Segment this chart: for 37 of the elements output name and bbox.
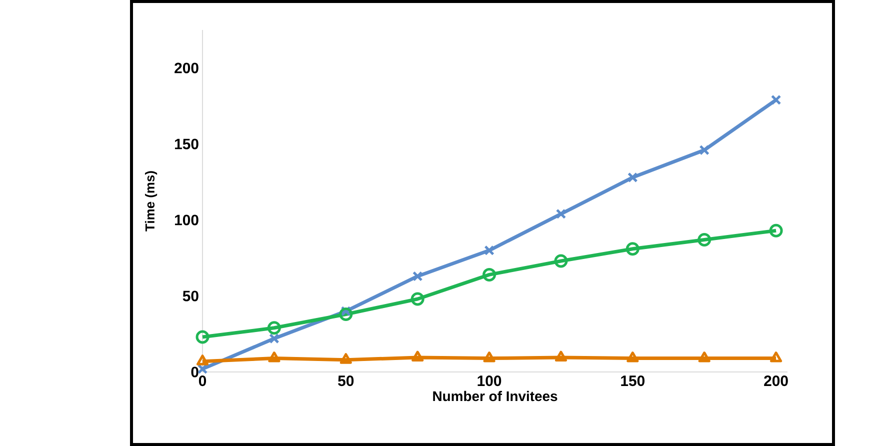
x-tick-label: 200 — [764, 376, 788, 386]
point — [412, 350, 424, 362]
point — [269, 333, 280, 344]
x-tick-label: 150 — [621, 376, 644, 386]
point — [268, 352, 280, 362]
x-tick-label: 0 — [198, 376, 206, 386]
x-tick-label: 50 — [338, 376, 354, 386]
point — [196, 354, 209, 366]
point — [699, 144, 710, 156]
point — [554, 254, 568, 268]
point — [483, 352, 496, 362]
y-tick-label: 100 — [174, 214, 198, 226]
point — [267, 321, 281, 335]
x-tick-label: 100 — [478, 376, 502, 386]
point — [628, 172, 638, 183]
point — [626, 242, 640, 256]
point — [196, 330, 210, 344]
point — [770, 352, 782, 362]
y-tick-label: 0 — [191, 366, 198, 378]
point — [556, 208, 566, 220]
point — [482, 268, 496, 282]
x-axis-title: Number of Invitees — [433, 390, 558, 402]
y-tick-label: 200 — [174, 62, 198, 74]
point — [412, 271, 423, 282]
point — [770, 94, 782, 106]
point — [698, 232, 712, 246]
y-tick-label: 50 — [182, 290, 198, 302]
y-tick-label: 150 — [174, 138, 198, 150]
point — [698, 352, 710, 362]
point — [484, 245, 494, 256]
point — [339, 307, 353, 321]
point — [410, 292, 424, 306]
point — [769, 224, 783, 238]
point — [626, 352, 639, 362]
y-axis-title: Time (ms) — [144, 171, 158, 232]
point — [340, 353, 352, 364]
point — [554, 350, 567, 362]
